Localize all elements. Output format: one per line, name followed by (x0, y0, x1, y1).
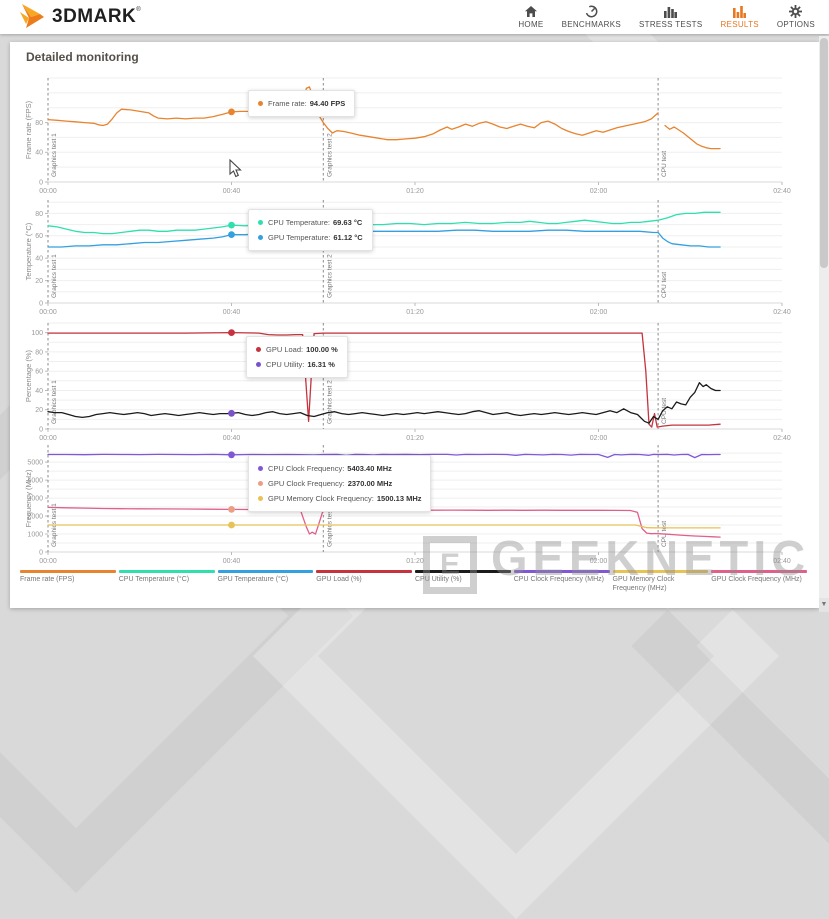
legend-item-cpu-temperature-c[interactable]: CPU Temperature (°C) (118, 570, 215, 593)
nav-item-home[interactable]: HOME (518, 5, 543, 29)
nav-items: HOME BENCHMARKS STRESS TESTS RESULTS OPTIONS (518, 5, 815, 29)
chart-legend: Frame rate (FPS) CPU Temperature (°C) GPU … (20, 570, 810, 593)
stress-tests-icon (664, 5, 678, 18)
series-dot-icon (258, 220, 263, 225)
series-dot-icon (258, 101, 263, 106)
legend-label: CPU Utility (%) (415, 576, 462, 583)
frame-rate-tooltip: Frame rate: 94.40 FPS (248, 90, 356, 117)
series-dot-icon (258, 481, 263, 486)
tooltip-value: 1500.13 MHz (376, 494, 422, 503)
tooltip-label: GPU Memory Clock Frequency: (268, 494, 374, 503)
logo-text: 3DMARK (52, 6, 137, 27)
legend-item-gpu-temperature-c[interactable]: GPU Temperature (°C) (217, 570, 314, 593)
scrollbar-thumb[interactable] (820, 38, 828, 268)
tooltip-label: GPU Clock Frequency: (268, 479, 345, 488)
legend-color-bar (612, 570, 709, 573)
legend-item-gpu-memory-clock-frequency-mhz[interactable]: GPU Memory Clock Frequency (MHz) (612, 570, 709, 593)
tooltip-label: GPU Load: (266, 345, 304, 354)
tooltip-label: CPU Clock Frequency: (268, 464, 345, 473)
legend-color-bar (513, 570, 610, 573)
tooltip-row: CPU Utility: 16.31 % (256, 357, 338, 372)
top-nav: 3DMARK ® HOME BENCHMARKS STRESS TESTS RESUL… (0, 0, 829, 34)
series-dot-icon (258, 466, 263, 471)
nav-item-label: HOME (518, 20, 544, 29)
benchmarks-icon (585, 5, 598, 18)
legend-color-bar (118, 570, 215, 573)
scrollbar-down-button[interactable]: ▼ (819, 598, 829, 612)
legend-label: CPU Clock Frequency (MHz) (513, 576, 604, 583)
tooltip-value: 94.40 FPS (309, 99, 346, 108)
tooltip-row: GPU Memory Clock Frequency: 1500.13 MHz (258, 491, 421, 506)
legend-color-bar (316, 570, 412, 573)
legend-item-gpu-clock-frequency-mhz[interactable]: GPU Clock Frequency (MHz) (711, 570, 807, 593)
tooltip-value: 69.63 °C (332, 218, 363, 227)
tooltip-label: CPU Utility: (266, 360, 305, 369)
series-dot-icon (258, 235, 263, 240)
series-dot-icon (258, 496, 263, 501)
nav-item-benchmarks[interactable]: BENCHMARKS (562, 5, 621, 29)
results-card (10, 42, 819, 608)
app-logo[interactable]: 3DMARK ® (18, 2, 141, 32)
tooltip-value: 5403.40 MHz (347, 464, 392, 473)
page-title: Detailed monitoring (26, 50, 139, 64)
tooltip-label: GPU Temperature: (268, 233, 331, 242)
percentage-tooltip: GPU Load: 100.00 % CPU Utility: 16.31 % (246, 336, 348, 378)
legend-label: GPU Load (%) (316, 576, 362, 583)
tooltip-value: 16.31 % (307, 360, 335, 369)
tooltip-row: GPU Load: 100.00 % (256, 342, 338, 357)
tooltip-row: GPU Temperature: 61.12 °C (258, 230, 363, 245)
results-icon (733, 5, 747, 18)
frequency-tooltip: CPU Clock Frequency: 5403.40 MHz GPU Clock… (248, 455, 432, 512)
nav-item-options[interactable]: OPTIONS (777, 5, 815, 29)
tooltip-row: GPU Clock Frequency: 2370.00 MHz (258, 476, 421, 491)
tooltip-row: Frame rate: 94.40 FPS (258, 96, 345, 111)
legend-item-cpu-utility[interactable]: CPU Utility (%) (415, 570, 511, 593)
legend-color-bar (217, 570, 314, 573)
temperature-tooltip: CPU Temperature: 69.63 °C GPU Temperature:… (248, 209, 373, 251)
legend-label: CPU Temperature (°C) (118, 576, 190, 583)
tooltip-value: 61.12 °C (333, 233, 363, 242)
legend-label: GPU Temperature (°C) (217, 576, 289, 583)
tooltip-label: CPU Temperature: (268, 218, 330, 227)
nav-item-label: RESULTS (720, 20, 759, 29)
nav-item-results[interactable]: RESULTS (720, 5, 759, 29)
legend-label: GPU Clock Frequency (MHz) (711, 576, 802, 583)
tooltip-row: CPU Temperature: 69.63 °C (258, 215, 363, 230)
nav-item-label: STRESS TESTS (639, 20, 703, 29)
nav-item-label: OPTIONS (776, 20, 815, 29)
scrollbar-track[interactable]: ▼ (819, 36, 829, 612)
tooltip-label: Frame rate: (268, 99, 307, 108)
series-dot-icon (256, 362, 261, 367)
legend-color-bar (20, 570, 116, 573)
tooltip-row: CPU Clock Frequency: 5403.40 MHz (258, 461, 421, 476)
logo-registered-mark: ® (136, 7, 141, 13)
tooltip-value: 100.00 % (306, 345, 338, 354)
options-icon (789, 5, 803, 18)
legend-item-cpu-clock-frequency-mhz[interactable]: CPU Clock Frequency (MHz) (513, 570, 610, 593)
legend-item-frame-rate-fps[interactable]: Frame rate (FPS) (20, 570, 116, 593)
legend-label: GPU Memory Clock Frequency (MHz) (612, 576, 675, 592)
legend-item-gpu-load[interactable]: GPU Load (%) (316, 570, 412, 593)
legend-color-bar (711, 570, 807, 573)
tooltip-value: 2370.00 MHz (347, 479, 393, 488)
nav-item-label: BENCHMARKS (561, 20, 622, 29)
home-icon (524, 5, 537, 18)
series-dot-icon (256, 347, 261, 352)
nav-item-stress-tests[interactable]: STRESS TESTS (639, 5, 702, 29)
3dmark-logo-icon (20, 4, 44, 28)
legend-label: Frame rate (FPS) (20, 576, 75, 583)
legend-color-bar (415, 570, 511, 573)
